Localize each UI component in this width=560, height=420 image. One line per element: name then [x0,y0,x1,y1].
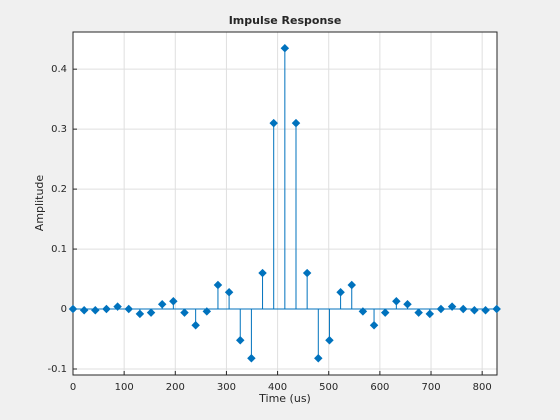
stem-marker [436,304,446,314]
y-tick-label: 0.4 [51,64,67,75]
x-tick-label: 600 [370,382,389,393]
x-tick-label: 100 [115,382,134,393]
stem-marker [314,353,323,363]
stem-marker [102,304,111,314]
stem-marker [213,280,223,290]
stem-marker [224,288,234,297]
x-tick-label: 300 [217,382,236,393]
stem-marker [258,268,267,278]
stem-marker [202,307,212,316]
stem-marker [459,304,468,314]
stem-marker [425,309,435,319]
y-tick-label: -0.1 [47,364,67,375]
stem-marker [157,299,167,309]
stem-marker [180,308,189,317]
stem-marker [336,288,345,297]
chart-title: Impulse Response [229,14,342,27]
stem-marker [236,335,245,345]
y-axis-label: Amplitude [33,175,46,232]
x-tick-label: 0 [70,382,76,393]
stem-marker [392,297,401,306]
x-tick-label: 200 [166,382,185,393]
stem-marker [79,305,89,315]
stem-marker [403,299,412,309]
x-tick-label: 700 [421,382,440,393]
stem-marker [347,280,356,290]
x-tick-label: 500 [319,382,338,393]
x-axis-label: Time (us) [258,392,311,405]
y-tick-label: 0.1 [51,244,67,255]
stem-marker [269,118,278,128]
stem-marker [280,43,290,53]
stem-marker [369,320,379,330]
stem-marker [247,353,256,363]
stem-marker [380,308,390,317]
x-tick-label: 800 [473,382,492,393]
stem-marker [191,320,200,330]
y-tick-label: 0 [61,304,67,315]
stem-marker [325,335,334,345]
stem-marker [358,307,368,316]
stem-marker [146,308,156,317]
stem-marker [481,305,490,315]
stem-marker [492,304,501,314]
stem-marker [447,302,457,311]
y-tick-label: 0.3 [51,124,67,135]
stem-marker [291,118,301,128]
y-tick-label: 0.2 [51,184,67,195]
stem-marker [124,304,133,314]
stem-marker [91,305,100,315]
stem-marker [68,304,78,314]
stem-marker [302,268,312,278]
stem-marker [470,305,479,315]
stem-marker [414,308,423,317]
x-tick-label: 400 [268,382,287,393]
axes-box [72,31,498,376]
stem-marker [113,302,122,311]
stem-marker [135,309,145,319]
stem-marker [169,297,178,306]
